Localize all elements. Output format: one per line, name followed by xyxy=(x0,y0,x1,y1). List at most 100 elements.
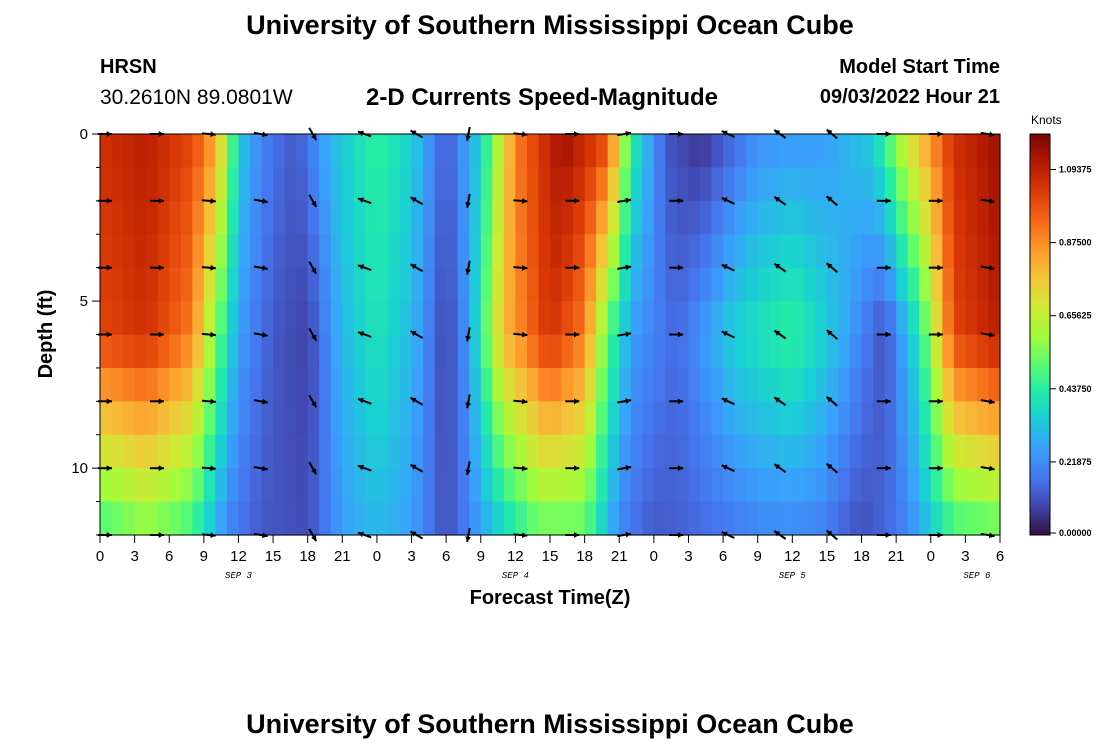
heatmap-cell xyxy=(353,501,366,536)
heatmap-cell xyxy=(215,434,228,469)
heatmap-cell xyxy=(723,334,736,369)
heatmap-cell xyxy=(988,267,1001,302)
heatmap-cell xyxy=(365,234,378,269)
heatmap-cell xyxy=(215,301,228,336)
heatmap-cell xyxy=(492,334,505,369)
heatmap-cell xyxy=(526,367,540,402)
heatmap-cell xyxy=(353,367,366,402)
heatmap-cell xyxy=(815,468,828,503)
heatmap-cell xyxy=(734,134,747,169)
heatmap-cell xyxy=(146,134,159,169)
heatmap-cell xyxy=(123,468,136,503)
heatmap-cell xyxy=(653,134,666,169)
heatmap-cell xyxy=(653,200,666,235)
heatmap-cell xyxy=(607,334,620,369)
heatmap-cell xyxy=(330,401,343,436)
heatmap-cell xyxy=(642,267,655,302)
heatmap-cell xyxy=(769,134,782,169)
heatmap-cell xyxy=(203,267,216,302)
heatmap-cell xyxy=(273,468,286,503)
heatmap-cell xyxy=(780,468,793,503)
heatmap-cell xyxy=(238,434,251,469)
heatmap-cell xyxy=(919,401,932,436)
heatmap-cell xyxy=(538,501,551,536)
chart-subtitle: 2-D Currents Speed-Magnitude xyxy=(366,84,719,111)
heatmap-cell xyxy=(273,134,286,169)
heatmap-cell xyxy=(850,134,863,169)
heatmap-cell xyxy=(192,134,205,169)
heatmap-cell xyxy=(919,301,932,336)
heatmap-cell xyxy=(238,134,251,169)
heatmap-cell xyxy=(780,301,793,336)
heatmap-cells xyxy=(100,134,1001,536)
heatmap-cell xyxy=(526,234,540,269)
x-axis-label: Forecast Time(Z) xyxy=(470,587,631,609)
heatmap-cell xyxy=(503,134,516,169)
heatmap-cell xyxy=(550,501,563,536)
heatmap-cell xyxy=(988,134,1001,169)
heatmap-cell xyxy=(134,167,147,202)
heatmap-cell xyxy=(215,468,228,503)
heatmap-cell xyxy=(942,267,955,302)
y-tick-label: 10 xyxy=(71,460,88,477)
heatmap-cell xyxy=(480,434,493,469)
heatmap-cell xyxy=(584,134,597,169)
heatmap-cell xyxy=(111,434,124,469)
heatmap-cell xyxy=(711,200,724,235)
heatmap-cell xyxy=(388,200,401,235)
heatmap-cell xyxy=(976,234,990,269)
heatmap-cell xyxy=(803,167,816,202)
heatmap-cell xyxy=(296,267,309,302)
day-label: SEP 3 xyxy=(225,571,253,581)
heatmap-cell xyxy=(526,200,540,235)
current-vector-arrow xyxy=(465,260,471,275)
x-tick-label: 3 xyxy=(407,548,415,565)
heatmap-cell xyxy=(676,167,690,202)
heatmap-cell xyxy=(134,501,147,536)
heatmap-cell xyxy=(596,301,609,336)
heatmap-cell xyxy=(180,367,193,402)
heatmap-cell xyxy=(423,167,436,202)
heatmap-cell xyxy=(250,434,263,469)
heatmap-cell xyxy=(665,267,678,302)
heatmap-cell xyxy=(342,401,355,436)
heatmap-cell xyxy=(492,434,505,469)
heatmap-cell xyxy=(700,134,713,169)
heatmap-cell xyxy=(711,301,724,336)
heatmap-cell xyxy=(746,401,759,436)
heatmap-cell xyxy=(861,167,874,202)
heatmap-cell xyxy=(434,334,447,369)
heatmap-cell xyxy=(607,468,620,503)
heatmap-cell xyxy=(134,234,147,269)
heatmap-cell xyxy=(700,234,713,269)
x-tick-label: 21 xyxy=(611,548,628,565)
heatmap-cell xyxy=(630,501,643,536)
heatmap-cell xyxy=(250,468,263,503)
heatmap-cell xyxy=(423,301,436,336)
current-vector-arrow xyxy=(876,264,891,271)
heatmap-cell xyxy=(134,134,147,169)
heatmap-cell xyxy=(700,367,713,402)
heatmap-cell xyxy=(526,301,540,336)
heatmap-cell xyxy=(296,501,309,536)
heatmap-cell xyxy=(596,334,609,369)
heatmap-cell xyxy=(584,334,597,369)
heatmap-cell xyxy=(792,167,805,202)
heatmap-cell xyxy=(423,200,436,235)
heatmap-cell xyxy=(446,267,459,302)
heatmap-cell xyxy=(815,267,828,302)
heatmap-cell xyxy=(261,267,274,302)
heatmap-cell xyxy=(146,267,159,302)
heatmap-cell xyxy=(700,301,713,336)
heatmap-cell xyxy=(261,301,274,336)
x-tick-label: 18 xyxy=(853,548,870,565)
heatmap-cell xyxy=(584,234,597,269)
heatmap-cell xyxy=(757,334,770,369)
heatmap-cell xyxy=(492,167,505,202)
heatmap-cell xyxy=(261,468,274,503)
heatmap-cell xyxy=(330,167,343,202)
heatmap-cell xyxy=(446,134,459,169)
heatmap-cell xyxy=(861,234,874,269)
heatmap-cell xyxy=(792,267,805,302)
heatmap-cell xyxy=(953,301,966,336)
